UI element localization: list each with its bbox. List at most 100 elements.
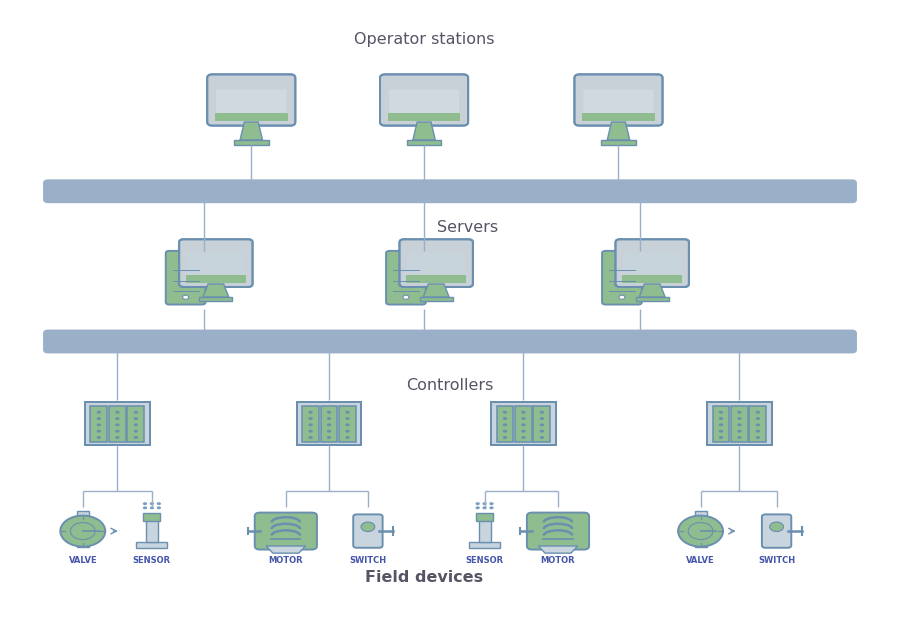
Bar	[479, 516, 490, 542]
Circle shape	[688, 522, 713, 540]
Bar	[91, 406, 107, 442]
FancyBboxPatch shape	[623, 253, 681, 274]
Circle shape	[503, 424, 507, 427]
Bar	[297, 402, 362, 445]
Circle shape	[327, 424, 331, 427]
Text: SENSOR: SENSOR	[133, 556, 171, 565]
FancyBboxPatch shape	[43, 330, 857, 353]
Circle shape	[756, 417, 760, 420]
Bar	[339, 406, 356, 442]
Circle shape	[719, 430, 723, 433]
Circle shape	[403, 295, 409, 299]
Circle shape	[756, 410, 760, 414]
Bar	[320, 406, 338, 442]
Circle shape	[490, 506, 493, 509]
Bar	[388, 113, 461, 121]
Bar	[707, 402, 772, 445]
Circle shape	[770, 522, 784, 532]
Circle shape	[70, 522, 95, 540]
Circle shape	[756, 424, 760, 427]
Circle shape	[521, 417, 526, 420]
Bar	[695, 512, 707, 519]
Polygon shape	[266, 546, 305, 553]
Bar	[707, 402, 772, 445]
Circle shape	[521, 430, 526, 433]
Circle shape	[490, 502, 493, 505]
Bar	[76, 512, 89, 519]
Circle shape	[346, 410, 350, 414]
Circle shape	[134, 410, 138, 414]
FancyBboxPatch shape	[602, 251, 642, 304]
Circle shape	[115, 436, 120, 439]
Polygon shape	[202, 284, 229, 297]
Circle shape	[521, 424, 526, 427]
Circle shape	[540, 436, 544, 439]
Bar	[601, 140, 635, 145]
Circle shape	[60, 515, 105, 546]
Circle shape	[719, 417, 723, 420]
Bar	[143, 512, 160, 521]
FancyBboxPatch shape	[166, 251, 205, 304]
Bar	[476, 512, 493, 521]
Bar	[200, 297, 232, 301]
Circle shape	[96, 436, 101, 439]
Bar	[635, 297, 669, 301]
Circle shape	[346, 417, 350, 420]
FancyBboxPatch shape	[255, 512, 317, 550]
Circle shape	[115, 410, 120, 414]
FancyBboxPatch shape	[187, 253, 245, 274]
Circle shape	[149, 506, 154, 509]
Text: MOTOR: MOTOR	[268, 556, 303, 565]
Bar	[731, 406, 748, 442]
Circle shape	[619, 295, 625, 299]
Circle shape	[327, 417, 331, 420]
FancyBboxPatch shape	[616, 239, 688, 287]
Text: Operator stations: Operator stations	[354, 32, 494, 47]
Circle shape	[134, 436, 138, 439]
Bar	[186, 275, 246, 283]
Circle shape	[346, 436, 350, 439]
Bar	[497, 406, 513, 442]
Polygon shape	[423, 284, 449, 297]
Circle shape	[309, 430, 312, 433]
FancyBboxPatch shape	[216, 89, 286, 114]
FancyBboxPatch shape	[762, 514, 791, 548]
Bar	[302, 406, 319, 442]
FancyBboxPatch shape	[583, 89, 653, 114]
Bar	[695, 540, 707, 546]
FancyBboxPatch shape	[407, 253, 465, 274]
Circle shape	[756, 436, 760, 439]
Polygon shape	[538, 546, 578, 553]
Circle shape	[115, 424, 120, 427]
Bar	[128, 406, 144, 442]
FancyBboxPatch shape	[179, 239, 253, 287]
Bar	[297, 402, 362, 445]
Circle shape	[327, 436, 331, 439]
Circle shape	[540, 410, 544, 414]
Bar	[491, 402, 556, 445]
Circle shape	[327, 410, 331, 414]
Circle shape	[482, 506, 487, 509]
Circle shape	[503, 430, 507, 433]
FancyBboxPatch shape	[380, 75, 468, 125]
Circle shape	[756, 430, 760, 433]
Circle shape	[346, 424, 350, 427]
FancyBboxPatch shape	[386, 251, 426, 304]
Text: SENSOR: SENSOR	[465, 556, 504, 565]
Circle shape	[737, 410, 742, 414]
Circle shape	[115, 417, 120, 420]
Bar	[582, 113, 655, 121]
Polygon shape	[240, 122, 263, 140]
FancyBboxPatch shape	[389, 89, 459, 114]
Circle shape	[309, 417, 312, 420]
Circle shape	[737, 417, 742, 420]
Circle shape	[309, 436, 312, 439]
FancyBboxPatch shape	[526, 512, 590, 550]
Circle shape	[149, 502, 154, 505]
Circle shape	[327, 430, 331, 433]
Text: SWITCH: SWITCH	[349, 556, 386, 565]
Circle shape	[737, 430, 742, 433]
Circle shape	[737, 424, 742, 427]
Bar	[85, 402, 149, 445]
Polygon shape	[639, 284, 665, 297]
